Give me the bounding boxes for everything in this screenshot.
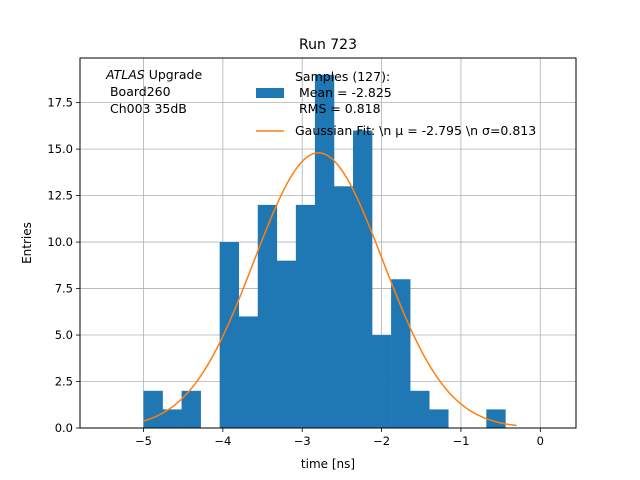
y-tick-label: 2.5 bbox=[55, 375, 73, 389]
fit-curve bbox=[143, 152, 517, 427]
legend-hist-swatch bbox=[256, 88, 284, 98]
histogram-bar bbox=[333, 186, 354, 428]
histogram-bar bbox=[162, 409, 182, 428]
gaussian-fit bbox=[143, 152, 517, 427]
legend-fit-label: Gaussian Fit: \n μ = -2.795 \n σ=0.813 bbox=[295, 123, 536, 138]
x-tick-label: −2 bbox=[373, 434, 390, 448]
histogram-bar bbox=[391, 279, 411, 428]
x-tick-label: −4 bbox=[214, 434, 231, 448]
y-tick-label: 5.0 bbox=[55, 328, 73, 342]
y-tick-label: 0.0 bbox=[55, 421, 73, 435]
y-axis-label: Entries bbox=[20, 222, 34, 264]
histogram-bar bbox=[238, 316, 259, 428]
histogram-bar bbox=[219, 242, 240, 428]
legend: Samples (127): Mean = -2.825 RMS = 0.818… bbox=[256, 69, 536, 138]
histogram-bar bbox=[352, 130, 373, 428]
histogram-bar bbox=[181, 390, 201, 428]
annotation-upgrade: Upgrade bbox=[145, 67, 203, 82]
annotation-atlas: ATLAS bbox=[105, 67, 145, 82]
legend-hist-line-3: RMS = 0.818 bbox=[295, 101, 381, 116]
x-tick-label: −1 bbox=[452, 434, 469, 448]
y-tick-label: 7.5 bbox=[55, 282, 73, 296]
histogram-bar bbox=[295, 204, 316, 428]
x-tick-label: 0 bbox=[537, 434, 544, 448]
histogram-bar bbox=[257, 204, 278, 428]
plot-frame bbox=[79, 57, 577, 429]
y-tick-label: 12.5 bbox=[47, 189, 73, 203]
histogram-bar bbox=[486, 409, 506, 428]
annotation-line-3: Ch003 35dB bbox=[106, 101, 187, 116]
legend-hist-line-2: Mean = -2.825 bbox=[295, 85, 392, 100]
x-tick-label: −3 bbox=[294, 434, 311, 448]
y-tick-label: 17.5 bbox=[47, 96, 73, 110]
atlas-annotation: ATLAS Upgrade Board260 Ch003 35dB bbox=[105, 67, 202, 116]
y-tick-label: 15.0 bbox=[47, 142, 73, 156]
x-axis-label: time [ns] bbox=[301, 457, 355, 471]
legend-hist-line-1: Samples (127): bbox=[295, 69, 390, 84]
histogram-bar bbox=[314, 74, 335, 428]
histogram-bar bbox=[143, 390, 163, 428]
histogram-bar bbox=[276, 260, 297, 428]
y-tick-label: 10.0 bbox=[47, 235, 73, 249]
histogram-bars bbox=[143, 74, 506, 428]
histogram-bar bbox=[429, 409, 449, 428]
histogram-bar bbox=[372, 335, 392, 428]
chart-title: Run 723 bbox=[299, 37, 357, 53]
annotation-line-1: ATLAS Upgrade bbox=[105, 67, 202, 82]
histogram-bar bbox=[410, 390, 430, 428]
annotation-line-2: Board260 bbox=[106, 84, 171, 99]
tick-layer: −5 −4 −3 −2 −1 0 0.0 2.5 5.0 7.5 10.0 12.5 15.0 17.5 bbox=[47, 96, 544, 448]
x-tick-label: −5 bbox=[135, 434, 152, 448]
